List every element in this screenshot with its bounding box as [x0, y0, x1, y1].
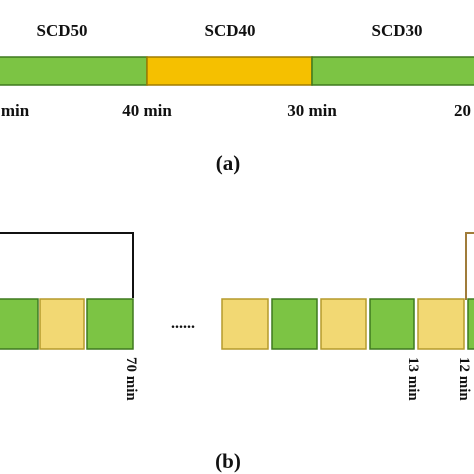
block — [0, 298, 39, 350]
time-label: 40 min — [122, 101, 172, 120]
timeline-b: ...... 70 min 13 min 12 min (b) — [0, 232, 474, 473]
segment — [0, 56, 148, 86]
block — [369, 298, 415, 350]
block — [417, 298, 465, 350]
block — [39, 298, 85, 350]
bracket — [465, 232, 474, 300]
block — [467, 298, 474, 350]
time-label: 70 min — [123, 357, 139, 401]
panel-label: (b) — [215, 449, 241, 473]
block — [221, 298, 269, 350]
timeline-a: SCD50 SCD40 SCD30 min 40 min 30 min 20 (… — [0, 21, 474, 175]
panel-label: (a) — [216, 151, 241, 175]
segment-label: SCD40 — [204, 21, 255, 40]
time-label: 30 min — [287, 101, 337, 120]
bracket — [0, 232, 134, 298]
ellipsis: ...... — [171, 315, 195, 332]
segment-label: SCD50 — [36, 21, 87, 40]
time-label: 12 min — [456, 357, 472, 401]
block — [320, 298, 367, 350]
block — [271, 298, 318, 350]
block — [86, 298, 134, 350]
time-label: 13 min — [405, 357, 421, 401]
segment-label: SCD30 — [371, 21, 422, 40]
segment — [146, 56, 313, 86]
segment — [311, 56, 474, 86]
time-label: 20 — [454, 101, 471, 120]
time-label: min — [1, 101, 30, 120]
